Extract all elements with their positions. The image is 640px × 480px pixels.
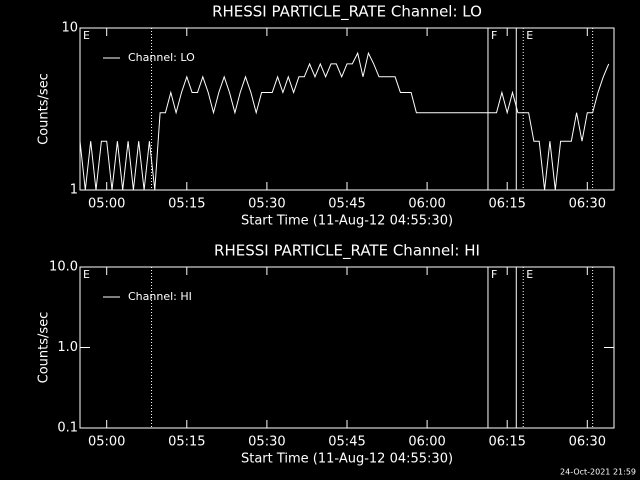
event-label: F [491,29,497,42]
x-tick-label: 05:30 [248,435,285,450]
event-label: E [526,29,533,42]
x-tick-label: 05:45 [328,197,365,212]
y-axis-label: Counts/sec [37,73,52,145]
x-tick-label: 06:00 [408,197,445,212]
x-tick-label: 05:45 [328,435,365,450]
x-tick-label: 05:00 [88,435,125,450]
x-tick-label: 06:15 [488,435,525,450]
footer: 24-Oct-2021 21:59 [560,468,636,477]
x-tick-label: 06:00 [408,435,445,450]
x-tick-label: 05:00 [88,197,125,212]
data-line [79,51,610,191]
chart-title: RHESSI PARTICLE_RATE Channel: LO [212,3,482,22]
x-tick-label: 05:15 [168,197,205,212]
chart-title: RHESSI PARTICLE_RATE Channel: HI [214,242,480,261]
y-tick-label: 1 [70,183,78,198]
y-axis-label: Counts/sec [37,312,52,384]
legend-label: Channel: HI [128,290,192,303]
x-tick-label: 06:30 [569,435,606,450]
event-label: E [83,29,90,42]
y-tick-label: 0.1 [57,421,78,436]
y-tick-label: 10.0 [49,260,78,275]
x-axis-label: Start Time (11-Aug-12 04:55:30) [241,452,453,467]
y-tick-label: 10 [61,21,78,36]
event-label: E [83,268,90,281]
x-tick-label: 06:15 [488,197,525,212]
y-tick-label: 1.0 [57,340,78,355]
x-tick-label: 05:15 [168,435,205,450]
event-label: F [491,268,497,281]
legend-label: Channel: LO [128,51,195,64]
x-tick-label: 06:30 [569,197,606,212]
x-tick-label: 05:30 [248,197,285,212]
event-label: E [526,268,533,281]
x-axis-label: Start Time (11-Aug-12 04:55:30) [241,214,453,229]
